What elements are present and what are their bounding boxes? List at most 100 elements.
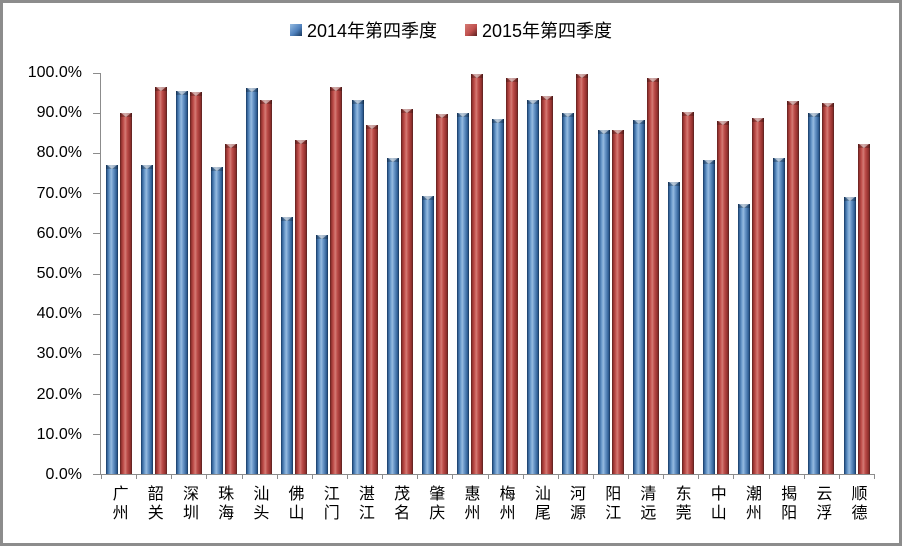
x-tick-mark xyxy=(206,474,208,479)
category-label-text: 梅州 xyxy=(496,485,514,523)
category-label: 韶关 xyxy=(135,485,170,531)
y-tick-mark xyxy=(93,474,101,475)
category-label-text: 中山 xyxy=(707,485,725,523)
y-tick-mark xyxy=(93,393,101,395)
bar xyxy=(541,95,554,474)
bar xyxy=(527,99,540,474)
bar-group xyxy=(523,73,558,474)
bar-group xyxy=(488,73,523,474)
category-label: 梅州 xyxy=(487,485,522,531)
y-tick-label: 20.0% xyxy=(36,385,82,403)
category-label: 阳江 xyxy=(593,485,628,531)
x-tick-mark xyxy=(417,474,419,479)
y-tick-label: 100.0% xyxy=(27,64,82,81)
x-tick-mark xyxy=(592,474,594,479)
y-tick-mark xyxy=(93,273,101,275)
bar xyxy=(738,204,751,474)
x-tick-mark xyxy=(382,474,384,479)
category-label-text: 深圳 xyxy=(179,485,197,523)
bar xyxy=(597,130,610,474)
category-label: 河源 xyxy=(557,485,592,531)
category-label-text: 云浮 xyxy=(813,485,831,523)
bar xyxy=(843,196,856,474)
bar-group xyxy=(452,73,487,474)
bar xyxy=(646,77,659,474)
bar xyxy=(119,112,132,474)
bar xyxy=(752,117,765,474)
bar xyxy=(330,87,343,474)
bar xyxy=(576,73,589,474)
bar-group xyxy=(769,73,804,474)
category-label-text: 揭阳 xyxy=(778,485,796,523)
bar-group xyxy=(277,73,312,474)
bar-group xyxy=(804,73,839,474)
x-tick-mark xyxy=(522,474,524,479)
category-label-text: 广州 xyxy=(109,485,127,523)
y-tick-mark xyxy=(93,233,101,235)
category-label: 湛江 xyxy=(346,485,381,531)
x-tick-mark xyxy=(101,474,102,479)
x-tick-mark xyxy=(276,474,278,479)
category-label: 江门 xyxy=(311,485,346,531)
category-label: 揭阳 xyxy=(769,485,804,531)
bar-group xyxy=(347,73,382,474)
category-label: 深圳 xyxy=(170,485,205,531)
bar-group xyxy=(698,73,733,474)
bar xyxy=(386,157,399,474)
bar xyxy=(667,182,680,474)
category-label-text: 韶关 xyxy=(144,485,162,523)
y-tick-mark xyxy=(93,313,101,315)
y-tick-mark xyxy=(93,433,101,435)
legend-label: 2015年第四季度 xyxy=(482,21,613,41)
bar xyxy=(400,109,413,474)
bar xyxy=(154,87,167,474)
bar-group xyxy=(171,73,206,474)
x-tick-mark xyxy=(768,474,770,479)
x-tick-mark xyxy=(557,474,559,479)
category-label-text: 汕头 xyxy=(250,485,268,523)
category-label: 茂名 xyxy=(382,485,417,531)
bar xyxy=(857,143,870,474)
bar xyxy=(295,140,308,474)
bar-group xyxy=(417,73,452,474)
bar xyxy=(716,121,729,474)
category-label: 珠海 xyxy=(206,485,241,531)
y-tick-label: 40.0% xyxy=(36,305,82,323)
category-label-text: 湛江 xyxy=(355,485,373,523)
x-tick-mark xyxy=(663,474,665,479)
y-tick-label: 60.0% xyxy=(36,224,82,242)
x-tick-mark xyxy=(874,474,875,479)
bar xyxy=(224,143,237,474)
category-label-text: 珠海 xyxy=(215,485,233,523)
bar xyxy=(189,92,202,474)
category-label-text: 惠州 xyxy=(461,485,479,523)
category-label: 汕头 xyxy=(241,485,276,531)
bar-group xyxy=(663,73,698,474)
bar-group xyxy=(628,73,663,474)
bar xyxy=(611,129,624,474)
x-axis-labels: 广州 韶关 深圳 珠海 汕头 佛山 江门 湛江 茂名 肇庆 惠州 梅州 汕尾 河源 阳江 清远 东莞 中山 潮州 揭阳… xyxy=(100,485,874,531)
bar xyxy=(632,119,645,474)
legend-swatch-icon xyxy=(289,24,302,36)
bar xyxy=(140,165,153,474)
category-label: 佛山 xyxy=(276,485,311,531)
category-label-text: 肇庆 xyxy=(426,485,444,523)
category-label-text: 顺德 xyxy=(848,485,866,523)
y-tick-label: 50.0% xyxy=(36,265,82,282)
bar-group xyxy=(242,73,277,474)
bars-row xyxy=(101,73,874,474)
bar xyxy=(681,112,694,474)
legend-item: 2014年第四季度 xyxy=(289,17,437,43)
x-tick-mark xyxy=(452,474,454,479)
bar-group xyxy=(136,73,171,474)
bar-group xyxy=(312,73,347,474)
bar xyxy=(421,196,434,474)
bar xyxy=(808,112,821,474)
y-axis-labels: 0.0% 10.0% 20.0% 30.0% 40.0% 50.0% 60.0% 70.0% 8… xyxy=(3,64,82,483)
bar-group xyxy=(558,73,593,474)
legend-item: 2015年第四季度 xyxy=(465,17,612,43)
bar xyxy=(316,234,329,474)
y-tick-mark xyxy=(93,193,101,195)
category-label-text: 东莞 xyxy=(672,485,690,523)
category-label: 潮州 xyxy=(733,485,768,531)
